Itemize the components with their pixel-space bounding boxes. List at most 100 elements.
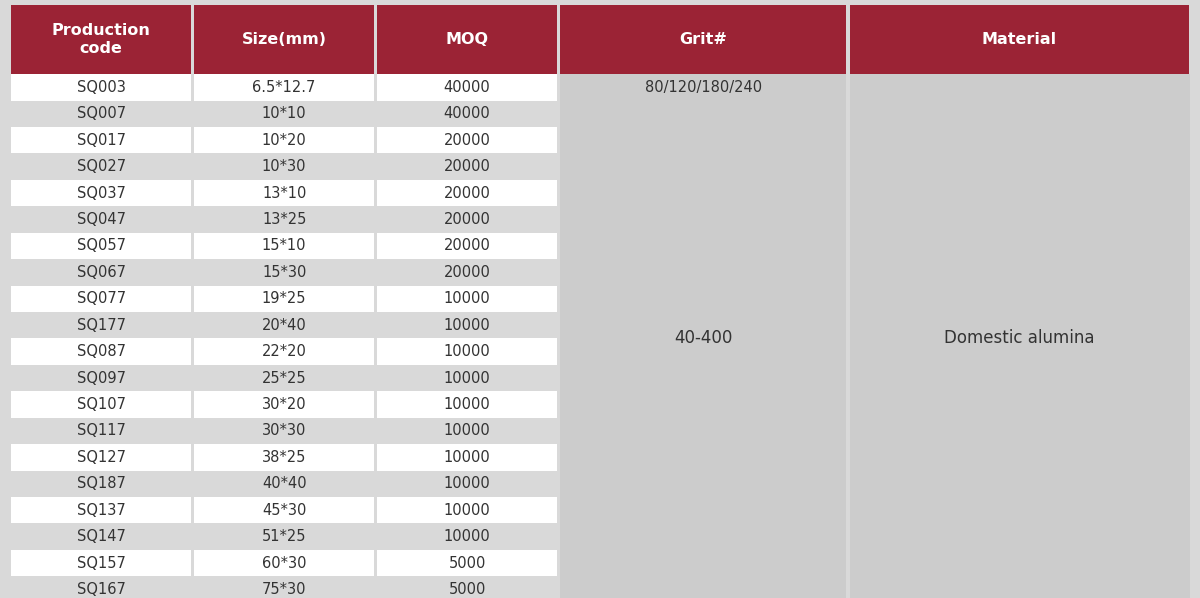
Text: 30*30: 30*30 [262,423,306,438]
Bar [378,206,557,233]
Bar [12,338,191,365]
Bar [12,74,191,100]
Text: SQ187: SQ187 [77,477,126,492]
Text: 20000: 20000 [444,159,491,174]
Text: 10000: 10000 [444,477,491,492]
Text: 38*25: 38*25 [262,450,306,465]
Text: SQ137: SQ137 [77,503,126,518]
Bar [194,312,374,338]
Text: 20000: 20000 [444,212,491,227]
Text: 10000: 10000 [444,397,491,412]
Text: SQ147: SQ147 [77,529,126,544]
Text: 10*30: 10*30 [262,159,306,174]
Bar [560,5,846,74]
Text: 30*20: 30*20 [262,397,306,412]
Text: 80/120/180/240: 80/120/180/240 [644,80,762,95]
Bar [12,365,191,391]
Text: 20000: 20000 [444,185,491,200]
Bar [12,418,191,444]
Text: 10000: 10000 [444,291,491,306]
Bar [194,127,374,154]
Text: SQ157: SQ157 [77,556,126,570]
Bar [378,5,557,74]
Text: 15*30: 15*30 [262,265,306,280]
Bar [378,180,557,206]
Bar [378,365,557,391]
Bar [194,5,374,74]
Bar [194,471,374,497]
Text: 10000: 10000 [444,503,491,518]
Bar [378,338,557,365]
Text: SQ077: SQ077 [77,291,126,306]
Text: 20000: 20000 [444,265,491,280]
Text: SQ047: SQ047 [77,212,126,227]
Bar [378,523,557,550]
Text: Size(mm): Size(mm) [241,32,326,47]
Bar [378,286,557,312]
Text: 75*30: 75*30 [262,582,306,597]
Bar [194,154,374,180]
Bar [194,338,374,365]
Bar [194,497,374,523]
Text: 10000: 10000 [444,423,491,438]
Text: 10*20: 10*20 [262,133,306,148]
Bar [12,471,191,497]
Text: 45*30: 45*30 [262,503,306,518]
Bar [378,312,557,338]
Text: 40-400: 40-400 [674,329,732,347]
Bar [12,180,191,206]
Bar [378,127,557,154]
Bar [378,497,557,523]
Text: 20*40: 20*40 [262,318,306,332]
Bar [194,100,374,127]
Text: 25*25: 25*25 [262,371,306,386]
Bar [194,444,374,471]
Text: 10000: 10000 [444,344,491,359]
Bar [12,5,191,74]
Bar [378,471,557,497]
Text: Grit#: Grit# [679,32,727,47]
Bar [12,259,191,286]
Text: 22*20: 22*20 [262,344,306,359]
Text: 15*10: 15*10 [262,239,306,254]
Text: 40*40: 40*40 [262,477,306,492]
Text: SQ117: SQ117 [77,423,126,438]
Bar [194,418,374,444]
Text: 10000: 10000 [444,318,491,332]
Text: SQ017: SQ017 [77,133,126,148]
Bar [560,74,846,598]
Bar [378,100,557,127]
Text: SQ107: SQ107 [77,397,126,412]
Text: 13*25: 13*25 [262,212,306,227]
Bar [12,100,191,127]
Bar [378,576,557,598]
Text: 51*25: 51*25 [262,529,306,544]
Text: 20000: 20000 [444,133,491,148]
Text: 40000: 40000 [444,106,491,121]
Bar [378,233,557,259]
Bar [12,233,191,259]
Text: SQ097: SQ097 [77,371,126,386]
Bar [194,576,374,598]
Text: 10000: 10000 [444,450,491,465]
Bar [194,365,374,391]
Bar [194,259,374,286]
Text: 10000: 10000 [444,371,491,386]
Bar [12,523,191,550]
Bar [378,74,557,100]
Bar [12,312,191,338]
Bar [378,154,557,180]
Text: 19*25: 19*25 [262,291,306,306]
Bar [378,391,557,418]
Text: 20000: 20000 [444,239,491,254]
Text: SQ003: SQ003 [77,80,126,95]
Bar [378,444,557,471]
Text: SQ007: SQ007 [77,106,126,121]
Bar [12,497,191,523]
Bar [194,523,374,550]
Text: MOQ: MOQ [445,32,488,47]
Bar [194,180,374,206]
Bar [194,391,374,418]
Bar [194,550,374,576]
Text: 10000: 10000 [444,529,491,544]
